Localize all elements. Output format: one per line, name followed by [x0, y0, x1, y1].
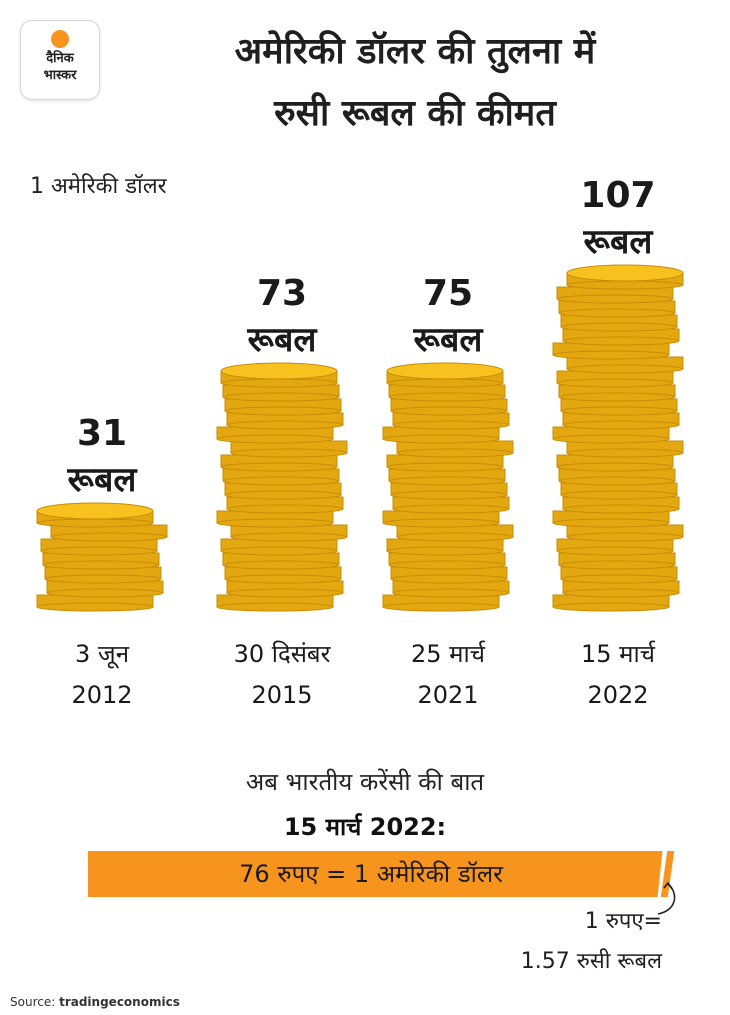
curved-arrow-icon	[657, 881, 676, 915]
conversion-line1: 1 रुपए=	[584, 909, 662, 934]
category-label: 30 दिसंबर	[234, 640, 332, 668]
value-label: 31	[77, 413, 127, 454]
category-year-label: 2015	[251, 681, 312, 709]
value-label: 73	[257, 273, 307, 314]
category-label: 25 मार्च	[411, 640, 486, 668]
value-unit-label: रूबल	[247, 320, 319, 360]
category-year-label: 2021	[417, 681, 478, 709]
note-date: 15 मार्च 2022:	[283, 813, 447, 841]
value-label: 107	[580, 175, 655, 216]
coin-stack-bar	[216, 362, 348, 612]
coin-stack-bar	[382, 362, 514, 612]
unit-label: 1 अमेरिकी डॉलर	[30, 174, 167, 199]
dainik-bhaskar-logo: दैनिक भास्कर	[20, 20, 100, 100]
source-value: tradingeconomics	[59, 995, 180, 1009]
rate-text: 76 रुपए = 1 अमेरिकी डॉलर	[239, 860, 503, 888]
value-unit-label: रूबल	[413, 320, 485, 360]
value-unit-label: रूबल	[67, 460, 139, 500]
category-label: 15 मार्च	[581, 640, 656, 668]
rate-banner	[88, 851, 654, 897]
value-unit-label: रूबल	[583, 222, 655, 262]
coin-stack-bar	[36, 502, 168, 612]
note-heading: अब भारतीय करेंसी की बात	[245, 768, 485, 796]
conversion-line2: 1.57 रुसी रूबल	[520, 949, 662, 974]
page-title-line1: अमेरिकी डॉलर की तुलना में	[234, 31, 596, 72]
coin-stack-chart: 31 रूबल 3 जून 2012 73 रूबल 30 दिसंबर 2015 75 रूबल…	[36, 175, 684, 709]
value-label: 75	[423, 273, 473, 314]
coin-stack-bar	[552, 264, 684, 612]
page-title-line2: रुसी रूबल की कीमत	[274, 93, 556, 134]
logo-text-line2: भास्कर	[43, 68, 77, 83]
source-credit: Source: tradingeconomics	[10, 995, 180, 1009]
sun-icon	[51, 30, 69, 48]
category-year-label: 2022	[587, 681, 648, 709]
logo-text-line1: दैनिक	[46, 51, 74, 66]
category-label: 3 जून	[75, 640, 130, 669]
source-label: Source:	[10, 995, 56, 1009]
category-year-label: 2012	[71, 681, 132, 709]
